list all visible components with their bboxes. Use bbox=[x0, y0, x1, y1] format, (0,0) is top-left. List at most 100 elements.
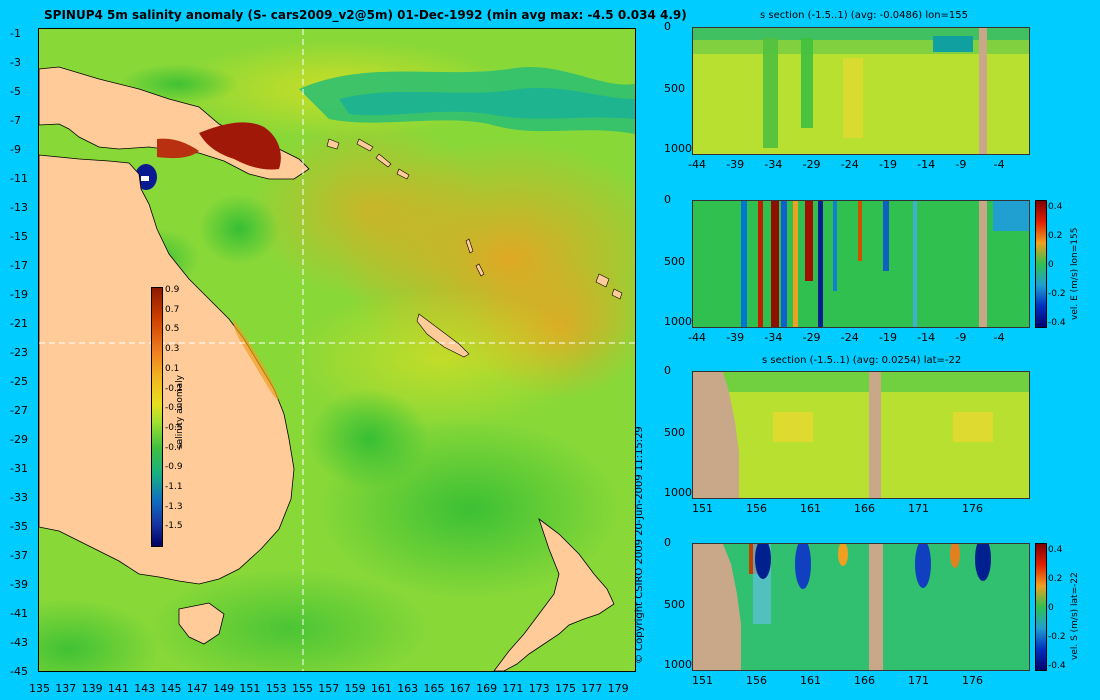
panel4-colorbar bbox=[1035, 543, 1047, 671]
panel2-colorbar-tick: 0 bbox=[1048, 260, 1054, 270]
colorbar-tick-label: 0.5 bbox=[165, 324, 180, 335]
panel2-vel-e-lon155[interactable] bbox=[692, 200, 1030, 328]
panel2-x-tick: -29 bbox=[802, 331, 821, 344]
lon-tick-label: 143 bbox=[134, 682, 156, 695]
panel4-x-tick: 161 bbox=[800, 674, 821, 687]
lon-tick-label: 163 bbox=[397, 682, 419, 695]
salinity-map[interactable]: 0.9 0.7 0.5 0.3 0.1 -0.1 -0.3 -0.5 -0.7 -0.9 -1.1 -… bbox=[38, 28, 636, 672]
lon-tick-label: 167 bbox=[449, 682, 471, 695]
colorbar-tick-label: -0.7 bbox=[165, 442, 183, 453]
map-title: SPINUP4 5m salinity anomaly (S- cars2009… bbox=[44, 8, 687, 22]
panel4-x-tick: 156 bbox=[746, 674, 767, 687]
panel2-colorbar-tick: -0.4 bbox=[1048, 318, 1066, 328]
panel1-salinity-section-lon155[interactable] bbox=[692, 27, 1030, 155]
panel2-y-tick: 0 bbox=[664, 193, 671, 206]
lon-tick-label: 157 bbox=[318, 682, 340, 695]
panel3-x-tick: 156 bbox=[746, 502, 767, 515]
panel2-x-tick: -24 bbox=[840, 331, 859, 344]
lat-tick-label: -7 bbox=[10, 114, 21, 127]
panel1-x-tick: -19 bbox=[879, 158, 897, 171]
panel4-x-tick: 171 bbox=[908, 674, 929, 687]
panel4-colorbar-tick: 0 bbox=[1048, 603, 1054, 613]
panel1-x-tick: -4 bbox=[993, 158, 1005, 171]
panel3-x-tick: 176 bbox=[962, 502, 983, 515]
lon-tick-label: 145 bbox=[160, 682, 182, 695]
lon-tick-label: 177 bbox=[581, 682, 603, 695]
lon-tick-label: 165 bbox=[423, 682, 445, 695]
panel2-x-tick: -4 bbox=[993, 331, 1005, 344]
panel2-x-tick: -39 bbox=[726, 331, 745, 344]
colorbar-tick-label: 0.3 bbox=[165, 344, 180, 355]
panel1-x-tick: -34 bbox=[764, 158, 783, 171]
colorbar-tick-label: 0.9 bbox=[165, 285, 180, 295]
panel4-vel-s-lat22[interactable] bbox=[692, 543, 1030, 671]
panel4-colorbar-label: vel. S (m/s) lat=-22 bbox=[1070, 572, 1080, 660]
panel1-y-tick: 1000 bbox=[664, 142, 692, 155]
salinity-colorbar bbox=[151, 287, 163, 547]
colorbar-label: salinity anomaly bbox=[175, 375, 185, 449]
panel3-y-tick: 1000 bbox=[664, 486, 692, 499]
lon-tick-label: 159 bbox=[344, 682, 366, 695]
panel4-colorbar-tick: -0.4 bbox=[1048, 661, 1066, 671]
panel1-x-tick: -24 bbox=[840, 158, 859, 171]
panel3-title: s section (-1.5..1) (avg: 0.0254) lat=-2… bbox=[762, 355, 962, 366]
lon-tick-label: 139 bbox=[81, 682, 103, 695]
lat-tick-label: -13 bbox=[10, 201, 28, 214]
lon-tick-label: 151 bbox=[239, 682, 261, 695]
panel2-x-tick: -9 bbox=[955, 331, 967, 344]
panel4-y-tick: 1000 bbox=[664, 658, 692, 671]
panel2-x-tick: -44 bbox=[688, 331, 706, 344]
lon-tick-label: 137 bbox=[55, 682, 77, 695]
lat-tick-label: -25 bbox=[10, 375, 28, 388]
panel1-x-tick: -39 bbox=[726, 158, 745, 171]
panel1-y-tick: 0 bbox=[664, 20, 671, 33]
panel2-x-tick: -19 bbox=[879, 331, 897, 344]
lon-tick-label: 155 bbox=[292, 682, 313, 695]
panel4-x-tick: 151 bbox=[692, 674, 713, 687]
lon-tick-label: 153 bbox=[265, 682, 287, 695]
lon-tick-label: 147 bbox=[186, 682, 208, 695]
lat-tick-label: -11 bbox=[10, 172, 28, 185]
copyright-text: © Copyright CSIRO 2009 20-Jun-2009 11:15… bbox=[634, 426, 645, 664]
lon-tick-label: 171 bbox=[502, 682, 524, 695]
panel1-y-tick: 500 bbox=[664, 82, 685, 95]
panel2-colorbar bbox=[1035, 200, 1047, 328]
colorbar-tick-label: -0.9 bbox=[165, 462, 183, 473]
panel2-colorbar-tick: -0.2 bbox=[1048, 289, 1066, 299]
lat-tick-label: -3 bbox=[10, 56, 21, 69]
panel3-x-tick: 166 bbox=[854, 502, 875, 515]
panel1-x-tick: -14 bbox=[917, 158, 936, 171]
colorbar-tick-label: 0.1 bbox=[165, 363, 180, 374]
colorbar-tick-label: -0.5 bbox=[165, 422, 183, 433]
lon-tick-label: 173 bbox=[528, 682, 550, 695]
lon-tick-label: 135 bbox=[29, 682, 50, 695]
lat-tick-label: -41 bbox=[10, 607, 28, 620]
lat-tick-label: -37 bbox=[10, 549, 28, 562]
panel4-colorbar-tick: -0.2 bbox=[1048, 632, 1066, 642]
map-canvas bbox=[39, 29, 635, 671]
panel1-x-tick: -9 bbox=[955, 158, 967, 171]
lon-tick-label: 175 bbox=[555, 682, 576, 695]
lat-tick-label: -33 bbox=[10, 491, 28, 504]
lat-tick-label: -1 bbox=[10, 27, 21, 40]
colorbar-tick-label: -0.3 bbox=[165, 403, 183, 414]
lat-tick-label: -9 bbox=[10, 143, 21, 156]
lat-tick-label: -27 bbox=[10, 404, 28, 417]
panel2-x-tick: -34 bbox=[764, 331, 783, 344]
panel2-colorbar-tick: 0.4 bbox=[1048, 202, 1063, 212]
panel2-colorbar-label: vel. E (m/s) lon=155 bbox=[1070, 227, 1080, 320]
lat-tick-label: -39 bbox=[10, 578, 28, 591]
lat-tick-label: -21 bbox=[10, 317, 28, 330]
lat-tick-label: -43 bbox=[10, 636, 28, 649]
panel3-salinity-section-lat22[interactable] bbox=[692, 371, 1030, 499]
lat-tick-label: -15 bbox=[10, 230, 28, 243]
lat-tick-label: -29 bbox=[10, 433, 28, 446]
colorbar-tick-label: 0.7 bbox=[165, 304, 180, 315]
panel4-x-tick: 166 bbox=[854, 674, 875, 687]
lat-tick-label: -45 bbox=[10, 665, 28, 678]
colorbar-tick-label: -0.1 bbox=[165, 383, 183, 394]
lat-tick-label: -31 bbox=[10, 462, 28, 475]
panel4-y-tick: 500 bbox=[664, 598, 685, 611]
colorbar-tick-label: -1.3 bbox=[165, 501, 183, 512]
panel1-x-tick: -29 bbox=[802, 158, 821, 171]
